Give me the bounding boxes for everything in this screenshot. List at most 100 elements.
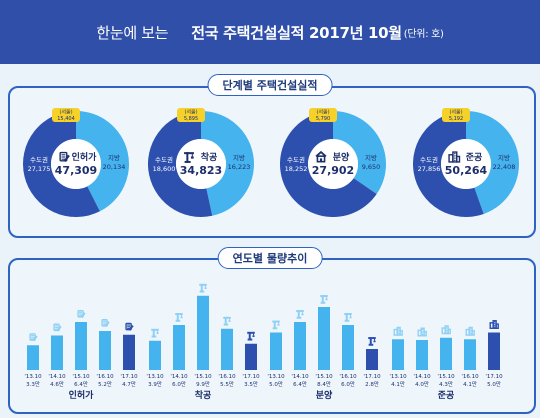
donut-label: 분양: [333, 151, 350, 163]
header-unit-text: (단위: 호): [403, 28, 444, 40]
donut-center: [51, 139, 101, 189]
seoul-name: (서울): [59, 109, 72, 116]
donut-label: 준공: [466, 152, 483, 163]
bar: [245, 343, 257, 370]
bar-value-label: 8.4만: [317, 380, 331, 388]
seoul-badge: [309, 108, 337, 122]
bar-category: '13.10: [146, 374, 164, 380]
metro-name: 수도권: [30, 156, 48, 164]
header-banner: 한눈에 보는 전국 주택건설실적 2017년 10월 (단위: 호): [0, 0, 540, 64]
buildings-icon: [465, 326, 475, 336]
bar-group-label: 준공: [438, 390, 455, 401]
bar: [342, 325, 354, 370]
bar-panel-title: 연도별 물량추이: [217, 247, 323, 269]
metro-value: 27,175: [28, 165, 51, 173]
bar-value-label: 4.0만: [415, 380, 429, 388]
bar: [99, 331, 111, 370]
bar-category: '16.10: [218, 374, 236, 380]
bar-value-label: 6.4만: [293, 380, 307, 388]
bar: [173, 325, 185, 370]
bar-group-label: 인허가: [69, 389, 95, 401]
local-name: 지방: [498, 153, 510, 162]
donut-label: 착공: [201, 151, 218, 163]
donut-slice-metro: [280, 110, 377, 217]
donut-slice-local: [333, 111, 386, 195]
bar: [51, 335, 63, 370]
bar-category: '17.10: [120, 374, 138, 380]
bar-group-label: 착공: [195, 389, 212, 401]
header-main-text: 전국 주택건설실적 2017년 10월: [191, 23, 402, 42]
bar-category: '15.10: [315, 374, 333, 380]
bar-value-label: 5.0만: [269, 380, 283, 388]
bar: [416, 340, 428, 370]
bar: [294, 322, 306, 370]
bar-value-label: 5.0만: [487, 380, 501, 388]
bar-value-label: 4.1만: [391, 380, 405, 388]
metro-value: 18,252: [285, 165, 308, 173]
seoul-badge: [177, 108, 205, 122]
bar: [75, 322, 87, 370]
bar-value-label: 4.6만: [50, 380, 64, 388]
bar-value-label: 2.8만: [365, 380, 379, 388]
seoul-value: 5,895: [184, 116, 198, 122]
donut-total: 50,264: [445, 164, 488, 177]
bar-category: '15.10: [437, 374, 455, 380]
donut-total: 47,309: [55, 164, 97, 177]
seoul-badge: [52, 108, 80, 122]
donut-slice-metro: [23, 111, 100, 217]
bar-category: '15.10: [72, 374, 90, 380]
bar-category: '17.10: [242, 374, 260, 380]
crane-icon: [368, 337, 376, 346]
bar-category: '13.10: [24, 374, 42, 380]
house-icon: [315, 150, 327, 163]
donut-slice-local: [201, 111, 254, 216]
bar-group-2: '13.103.9만 '14.106.0만 '15.109.9만 '16.105.5만…: [146, 283, 260, 401]
bar-group-label: 분양: [316, 389, 333, 401]
bar-value-label: 4.1만: [463, 380, 477, 388]
bar-group-3: '13.105.0만 '14.106.4만 '15.108.4만 '16.106.0만…: [267, 295, 381, 401]
local-value: 20,134: [103, 163, 126, 171]
bar: [221, 328, 233, 370]
bar-value-label: 3.3만: [26, 380, 40, 388]
metro-name: 수도권: [287, 156, 305, 164]
document-pen-icon: [125, 322, 134, 331]
metro-value: 18,600: [153, 165, 176, 173]
bar-value-label: 4.3만: [439, 380, 453, 388]
bar-value-label: 9.9만: [196, 380, 210, 388]
bar-value-label: 3.9만: [148, 380, 162, 388]
buildings-icon: [417, 327, 427, 337]
metro-name: 수도권: [155, 156, 173, 164]
crane-icon: [320, 295, 328, 304]
seoul-value: 5,192: [449, 116, 463, 122]
bar: [318, 307, 330, 370]
bar-category: '15.10: [194, 374, 212, 380]
buildings-icon: [393, 326, 403, 336]
bar-category: '14.10: [48, 374, 66, 380]
bar-group-4: '13.104.1만'14.104.0만'15.104.3만'16.104.1만…: [389, 320, 503, 401]
bar: [366, 349, 378, 370]
bar-value-label: 6.0만: [341, 380, 355, 388]
donut-center: [176, 139, 226, 189]
bar-value-label: 5.2만: [98, 380, 112, 388]
bar-value-label: 6.4만: [74, 380, 88, 388]
document-pen-icon: [29, 333, 38, 342]
bar: [149, 340, 161, 370]
seoul-name: (서울): [184, 109, 197, 116]
buildings-icon: [489, 320, 499, 329]
donut-slice-metro: [412, 111, 484, 218]
bar-category: '17.10: [363, 374, 381, 380]
donut-slice-local: [466, 111, 519, 214]
local-name: 지방: [233, 153, 245, 162]
bar-category: '14.10: [170, 374, 188, 380]
bar-value-label: 3.5만: [244, 380, 258, 388]
crane-icon: [344, 313, 352, 322]
crane-icon: [175, 313, 183, 322]
bar-category: '17.10: [485, 374, 503, 380]
crane-icon: [184, 152, 194, 163]
local-value: 22,408: [493, 163, 516, 171]
